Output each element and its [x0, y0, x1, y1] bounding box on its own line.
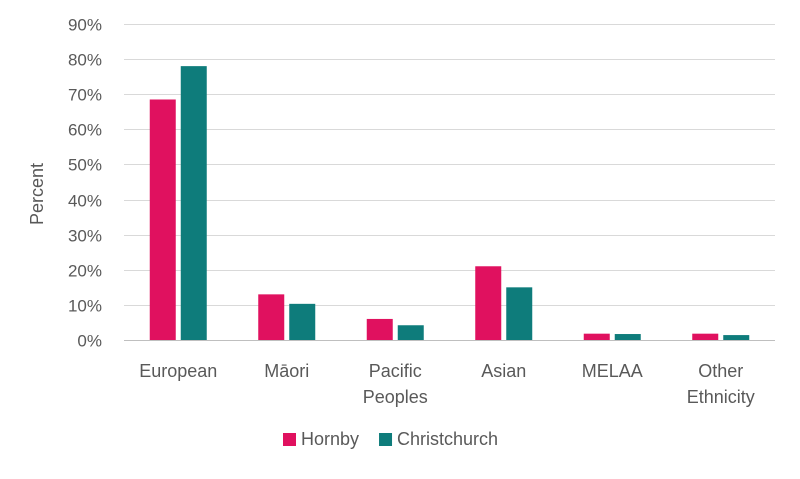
bar-christchurch-5: [723, 335, 750, 340]
legend: Hornby Christchurch: [283, 429, 498, 449]
bar-hornby-1: [258, 294, 285, 340]
y-tick-label: 70%: [68, 86, 102, 105]
y-tick-label: 30%: [68, 227, 102, 246]
bars: [149, 66, 750, 340]
bar-christchurch-3: [506, 287, 533, 340]
y-tick-label: 80%: [68, 51, 102, 70]
x-category-label: Other Ethnicity: [687, 361, 755, 407]
bar-hornby-3: [475, 266, 502, 340]
legend-label-christchurch: Christchurch: [397, 429, 498, 449]
y-tick-label: 90%: [68, 16, 102, 35]
legend-swatch-christchurch: [379, 433, 393, 446]
x-category-label: European: [139, 361, 217, 381]
y-tick-label: 50%: [68, 156, 102, 175]
bar-christchurch-4: [614, 334, 641, 340]
legend-swatch-hornby: [283, 433, 296, 446]
x-category-label: MELAA: [582, 361, 643, 381]
bar-hornby-4: [583, 333, 610, 340]
bar-christchurch-2: [397, 325, 424, 340]
x-category-label: Pacific Peoples: [363, 361, 428, 407]
x-category-label: Asian: [481, 361, 526, 381]
y-axis-title: Percent: [27, 163, 47, 225]
x-axis-category-labels: European Māori Pacific Peoples Asian MELAA Oth…: [139, 361, 755, 407]
y-tick-label: 60%: [68, 121, 102, 140]
bar-christchurch-0: [180, 66, 207, 340]
y-tick-label: 40%: [68, 192, 102, 211]
bar-hornby-2: [366, 318, 393, 340]
bar-hornby-0: [149, 99, 176, 340]
y-tick-label: 10%: [68, 297, 102, 316]
gridlines: [124, 24, 775, 341]
legend-label-hornby: Hornby: [301, 429, 359, 449]
y-tick-label: 20%: [68, 262, 102, 281]
x-category-label: Māori: [264, 361, 309, 381]
bar-hornby-5: [692, 333, 719, 340]
y-axis-tick-labels: 0% 10% 20% 30% 40% 50% 60% 70% 80% 90%: [68, 16, 102, 351]
y-tick-label: 0%: [77, 332, 102, 351]
bar-christchurch-1: [289, 303, 316, 340]
